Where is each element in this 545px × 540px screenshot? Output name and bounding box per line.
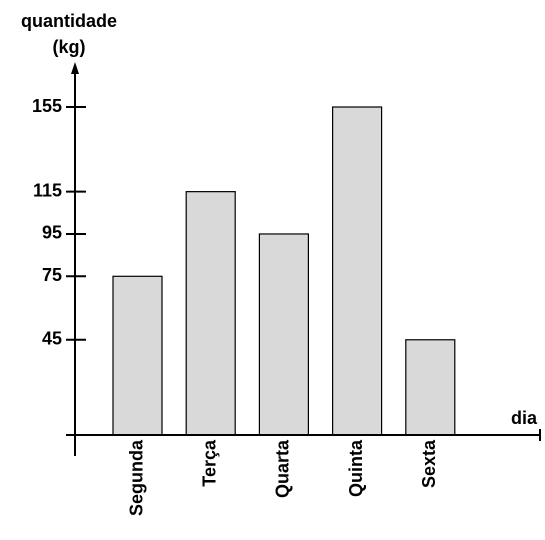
bar-sexta [405,339,456,436]
axes-group [66,62,541,456]
x-tick-label-quinta: Quinta [346,439,366,497]
x-tick-label-sexta: Sexta [419,439,439,488]
bar-segunda [112,275,163,436]
bars-group [112,106,456,436]
bar-quarta [258,233,309,436]
y-tick-label-95: 95 [42,223,62,243]
bar-terca [185,191,236,436]
y-axis-title-line1: quantidade [21,11,117,31]
y-tick-label-155: 155 [32,96,62,116]
y-tick-label-45: 45 [42,329,62,349]
y-axis-arrow-icon [71,62,79,74]
x-axis-title: dia [511,408,538,428]
x-category-labels-group: Segunda Terça Quarta Quinta Sexta [126,439,439,516]
x-tick-label-segunda: Segunda [126,439,146,516]
y-ticks-group: 45 75 95 115 155 [32,96,86,349]
y-tick-label-115: 115 [33,180,62,200]
x-tick-label-quarta: Quarta [273,439,293,498]
y-tick-label-75: 75 [42,265,62,285]
x-tick-label-terca: Terça [199,439,219,487]
bar-quinta [332,106,383,436]
y-axis-title-line2: (kg) [53,37,86,57]
